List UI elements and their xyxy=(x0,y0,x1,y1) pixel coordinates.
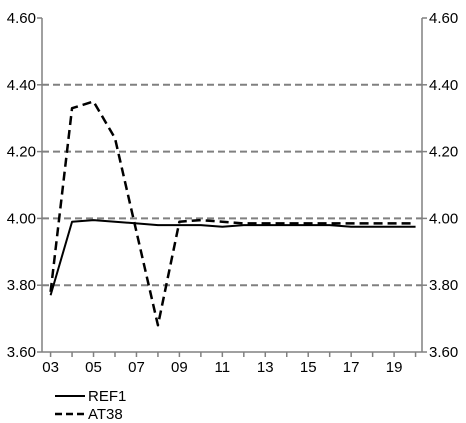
y-tick-label-right: 4.00 xyxy=(429,210,458,227)
x-tick-label: 19 xyxy=(386,359,403,376)
gridlines xyxy=(42,83,422,287)
x-tick-label: 15 xyxy=(300,359,317,376)
x-tick-label: 05 xyxy=(85,359,102,376)
y-tick-label-right: 4.20 xyxy=(429,144,458,161)
axes: 3.60 3.60 3.80 3.80 4.00 4.00 4.20 4.20 4.40 4.40… xyxy=(7,10,458,376)
y-tick-label-right: 4.40 xyxy=(429,77,458,94)
series-lines xyxy=(49,100,416,327)
y-tick-label-right: 4.60 xyxy=(429,10,458,27)
x-tick-label: 17 xyxy=(343,359,360,376)
y-tick-label-right: 3.80 xyxy=(429,277,458,294)
legend-label-ref1: REF1 xyxy=(88,388,126,405)
series-line-at38 xyxy=(49,100,416,327)
x-tick-label: 11 xyxy=(215,359,231,376)
series-line-ref1 xyxy=(49,219,416,296)
x-tick-label: 09 xyxy=(171,359,188,376)
y-tick-label-left: 4.00 xyxy=(7,210,36,227)
y-tick-label-left: 4.20 xyxy=(7,144,36,161)
x-tick-label: 03 xyxy=(42,359,59,376)
x-tick-label: 07 xyxy=(128,359,145,376)
y-tick-label-left: 4.40 xyxy=(7,77,36,94)
y-tick-label-left: 4.60 xyxy=(7,10,36,27)
y-tick-label-right: 3.60 xyxy=(429,344,458,361)
x-tick-label: 13 xyxy=(257,359,274,376)
y-tick-label-left: 3.60 xyxy=(7,344,36,361)
legend-label-at38: AT38 xyxy=(88,406,123,423)
y-tick-label-left: 3.80 xyxy=(7,277,36,294)
